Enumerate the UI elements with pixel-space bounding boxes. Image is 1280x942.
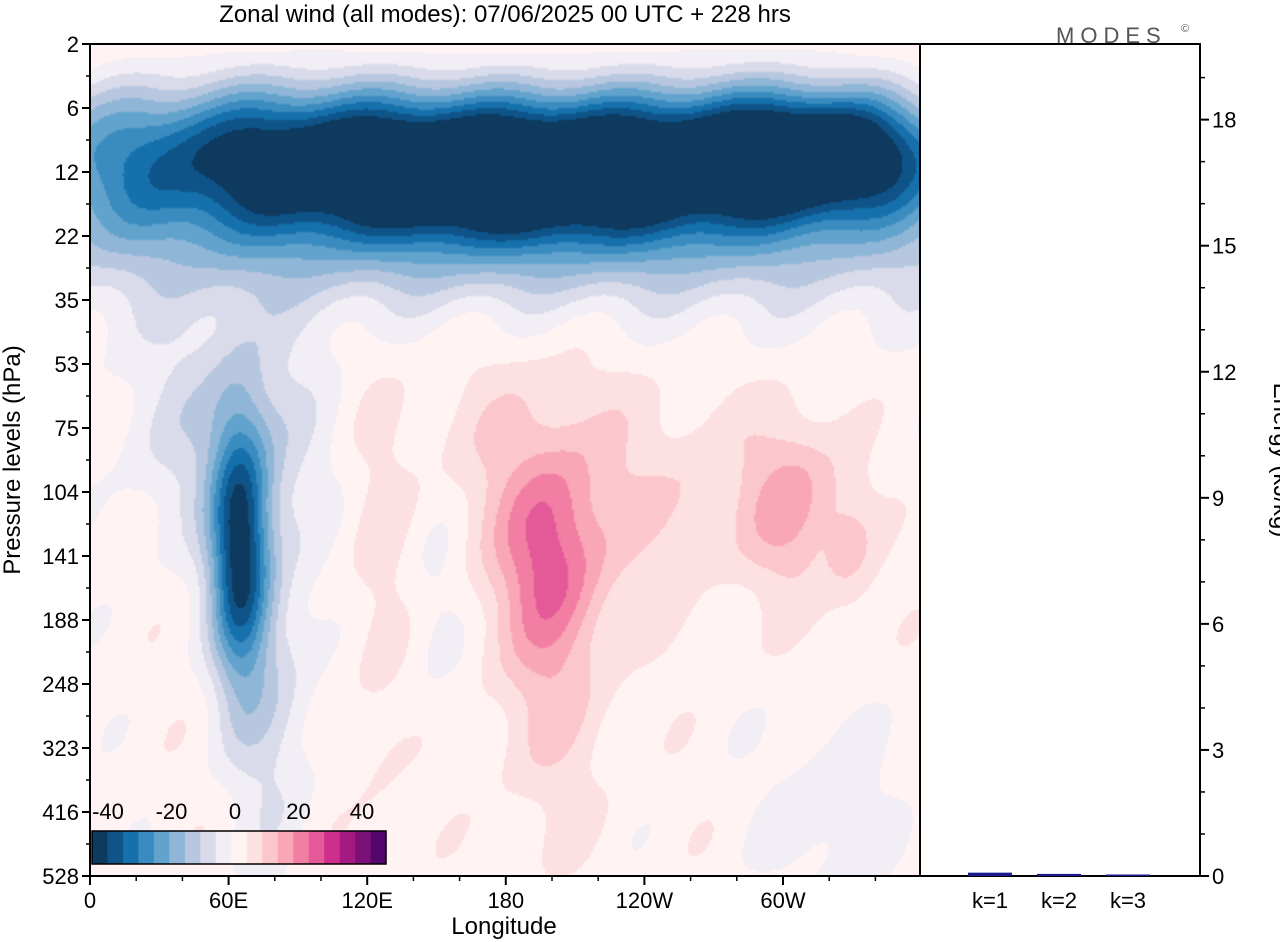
y-axis-label: Pressure levels (hPa)	[0, 345, 26, 574]
energy-axis: 0 3 6 9 12 15 18	[1200, 76, 1236, 889]
colorbar-swatch	[92, 831, 108, 864]
pressure-tick-label: 248	[42, 672, 79, 697]
longitude-tick-label: 0	[84, 888, 96, 913]
colorbar-swatch	[246, 831, 263, 864]
colorbar-swatch	[293, 831, 309, 864]
pressure-tick-label: 53	[55, 352, 79, 377]
colorbar-swatch	[184, 831, 201, 864]
colorbar-frame	[91, 830, 387, 865]
longitude-tick-label: 60E	[209, 888, 248, 913]
colorbar-tick-label: 0	[229, 799, 241, 824]
zonal-wind-field	[90, 44, 920, 876]
colorbar-swatch	[153, 831, 170, 864]
pressure-tick-label: 75	[55, 416, 79, 441]
colorbar-swatch	[200, 831, 217, 864]
colorbar-swatch	[262, 831, 278, 864]
mode-axis: k=1 k=2 k=3	[972, 888, 1146, 913]
energy-tick-label: 15	[1212, 234, 1236, 259]
mode-tick-label: k=2	[1041, 888, 1077, 913]
energy-tick-label: 18	[1212, 108, 1236, 133]
pressure-tick-label: 528	[42, 864, 79, 889]
colorbar	[91, 830, 387, 865]
energy-axis-label: Energy (kJ/kg)	[1268, 383, 1280, 538]
colorbar-ticks: -40 -20 0 20 40	[92, 799, 374, 824]
longitude-tick-label: 60W	[760, 888, 805, 913]
mode-tick-label: k=1	[972, 888, 1008, 913]
colorbar-swatch	[231, 831, 248, 864]
colorbar-swatch	[339, 831, 356, 864]
colorbar-tick-label: -20	[156, 799, 188, 824]
pressure-tick-label: 104	[42, 480, 79, 505]
energy-tick-label: 12	[1212, 360, 1236, 385]
chart-title: Zonal wind (all modes): 07/06/2025 00 UT…	[219, 1, 791, 28]
longitude-tick-label: 120W	[616, 888, 674, 913]
energy-tick-label: 0	[1212, 864, 1224, 889]
energy-bars	[968, 872, 1150, 876]
pressure-tick-label: 2	[67, 32, 79, 57]
longitude-axis: 0 60E 120E 180 120W 60W	[84, 876, 877, 913]
pressure-tick-label: 22	[55, 224, 79, 249]
colorbar-swatch	[107, 831, 124, 864]
pressure-tick-label: 323	[42, 736, 79, 761]
energy-plot-frame	[919, 43, 1201, 877]
colorbar-swatch	[370, 831, 387, 864]
pressure-tick-label: 6	[67, 96, 79, 121]
longitude-tick-label: 180	[487, 888, 524, 913]
pressure-tick-label: 12	[55, 160, 79, 185]
colorbar-swatch	[308, 831, 325, 864]
pressure-axis: 2 6 12 22 35 53 75 104 141 188 248 323 416 528	[42, 32, 90, 889]
energy-bar	[1106, 874, 1150, 876]
energy-tick-label: 6	[1212, 612, 1224, 637]
colorbar-tick-label: 40	[350, 799, 374, 824]
mode-tick-label: k=3	[1110, 888, 1146, 913]
colorbar-swatch	[215, 831, 232, 864]
pressure-tick-label: 141	[42, 544, 79, 569]
colorbar-swatch	[277, 831, 294, 864]
colorbar-tick-label: 20	[286, 799, 310, 824]
longitude-tick-label: 120E	[342, 888, 393, 913]
pressure-tick-label: 35	[55, 288, 79, 313]
x-axis-label: Longitude	[451, 913, 556, 940]
energy-tick-label: 3	[1212, 738, 1224, 763]
colorbar-swatch	[122, 831, 139, 864]
energy-tick-label: 9	[1212, 486, 1224, 511]
colorbar-swatch	[138, 831, 155, 864]
energy-bar	[968, 872, 1012, 876]
pressure-tick-label: 416	[42, 800, 79, 825]
colorbar-swatch	[355, 831, 371, 864]
energy-bar	[1037, 873, 1081, 876]
colorbar-swatch	[324, 831, 340, 864]
colorbar-swatch	[169, 831, 186, 864]
colorbar-tick-label: -40	[92, 799, 124, 824]
pressure-tick-label: 188	[42, 608, 79, 633]
modes-logo-mark: ©	[1181, 23, 1189, 35]
heatmap-plot	[90, 44, 920, 876]
